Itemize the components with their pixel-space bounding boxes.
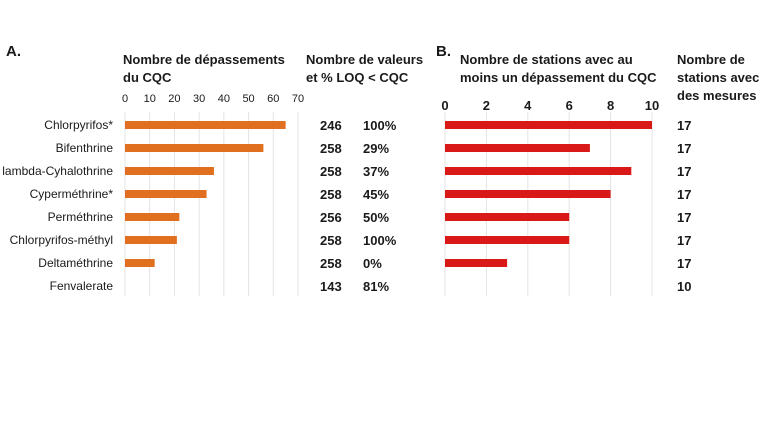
value-count: 258	[320, 233, 342, 248]
panel-a: A. Nombre de dépassements du CQC Nombre …	[2, 43, 423, 296]
x-tick-label: 2	[483, 98, 490, 113]
x-tick-label: 40	[218, 93, 230, 105]
value-percent: 50%	[363, 210, 389, 225]
stations-count: 17	[677, 141, 691, 156]
value-count: 258	[320, 141, 342, 156]
value-count: 246	[320, 118, 342, 133]
panel-a-gridlines	[124, 112, 299, 296]
panel-b: B. Nombre de stations avec au moins un d…	[436, 43, 759, 296]
panel-a-table-header-line-2: et % LOQ < CQC	[306, 70, 409, 85]
panel-a-table: 246 100% 258 29% 258 37% 258 45% 256 50% 258 100% 25…	[320, 118, 397, 294]
stations-count: 17	[677, 118, 691, 133]
stations-count: 17	[677, 256, 691, 271]
panel-a-table-header-line-1: Nombre de valeurs	[306, 52, 423, 67]
panel-b-table: 17 17 17 17 17 17 17 10	[677, 118, 691, 294]
category-label: Chlorpyrifos-méthyl	[10, 233, 113, 247]
panel-a-x-axis: 0 10 20 30 40 50 60 70	[122, 93, 304, 105]
panel-b-label: B.	[436, 43, 451, 60]
bar	[445, 259, 508, 267]
x-tick-label: 4	[524, 98, 532, 113]
value-percent: 100%	[363, 118, 397, 133]
stations-count: 17	[677, 187, 691, 202]
panel-b-title-line-1: Nombre de stations avec au	[460, 52, 633, 67]
bar	[445, 236, 570, 244]
bar	[445, 213, 570, 221]
panel-a-label: A.	[6, 43, 21, 60]
panel-a-bars	[125, 121, 286, 267]
panel-b-table-header-line-2: stations avec	[677, 70, 759, 85]
x-tick-label: 60	[267, 93, 279, 105]
stations-count: 17	[677, 233, 691, 248]
value-count: 258	[320, 256, 342, 271]
value-percent: 29%	[363, 141, 389, 156]
value-percent: 37%	[363, 164, 389, 179]
category-label: Bifenthrine	[56, 141, 114, 155]
bar	[445, 144, 590, 152]
stations-count: 17	[677, 210, 691, 225]
category-label: Deltaméthrine	[38, 256, 113, 270]
x-tick-label: 10	[144, 93, 156, 105]
value-count: 258	[320, 164, 342, 179]
x-tick-label: 10	[645, 98, 659, 113]
value-count: 258	[320, 187, 342, 202]
category-axis: Chlorpyrifos* Bifenthrine lambda-Cyhalothr…	[2, 118, 113, 293]
value-percent: 45%	[363, 187, 389, 202]
bar	[445, 121, 652, 129]
panel-b-table-header-line-1: Nombre de	[677, 52, 745, 67]
panel-a-title-line-2: du CQC	[123, 70, 172, 85]
panel-b-table-header-line-3: des mesures	[677, 88, 757, 103]
x-tick-label: 0	[122, 93, 128, 105]
bar	[125, 259, 155, 267]
panel-b-bars	[445, 121, 652, 267]
x-tick-label: 6	[566, 98, 573, 113]
value-percent: 0%	[363, 256, 382, 271]
stations-count: 10	[677, 279, 691, 294]
value-percent: 81%	[363, 279, 389, 294]
panel-b-gridlines	[444, 112, 653, 296]
value-percent: 100%	[363, 233, 397, 248]
value-count: 256	[320, 210, 342, 225]
bar	[125, 167, 214, 175]
bar	[125, 121, 286, 129]
category-label: Perméthrine	[48, 210, 114, 224]
category-label: Fenvalerate	[50, 279, 114, 293]
x-tick-label: 30	[193, 93, 205, 105]
x-tick-label: 8	[607, 98, 614, 113]
value-count: 143	[320, 279, 342, 294]
category-label: Cyperméthrine*	[30, 187, 114, 201]
bar	[125, 144, 264, 152]
x-tick-label: 50	[242, 93, 254, 105]
panel-b-title-line-2: moins un dépassement du CQC	[460, 70, 657, 85]
bar	[445, 167, 632, 175]
bar	[125, 236, 177, 244]
panel-b-x-axis: 0 2 4 6 8 10	[441, 98, 659, 113]
x-tick-label: 0	[441, 98, 448, 113]
category-label: Chlorpyrifos*	[44, 118, 113, 132]
stations-count: 17	[677, 164, 691, 179]
panel-a-title-line-1: Nombre de dépassements	[123, 52, 285, 67]
x-tick-label: 20	[168, 93, 180, 105]
bar	[125, 213, 180, 221]
bar	[445, 190, 611, 198]
bar	[125, 190, 207, 198]
category-label: lambda-Cyhalothrine	[2, 164, 113, 178]
x-tick-label: 70	[292, 93, 304, 105]
